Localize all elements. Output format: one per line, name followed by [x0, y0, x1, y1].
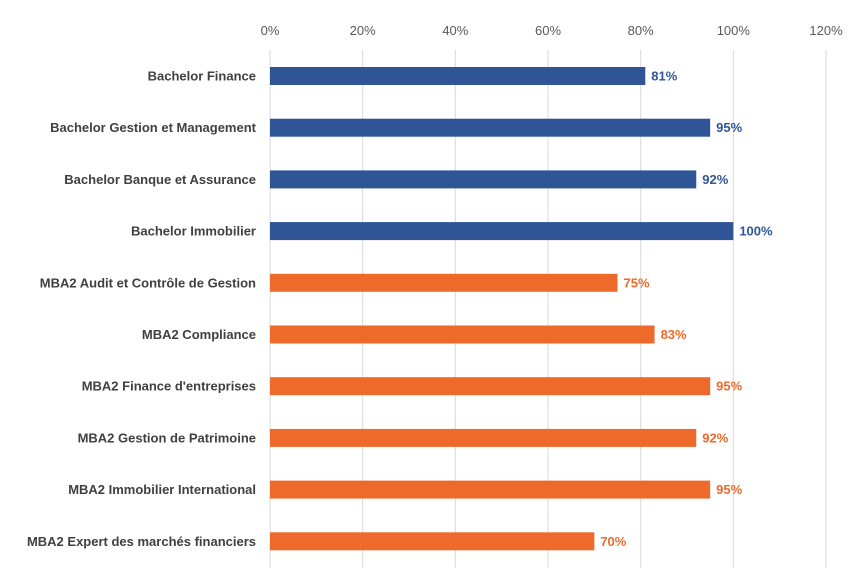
data-label: 92%: [702, 172, 728, 187]
bar: [270, 480, 711, 499]
bar: [270, 377, 711, 396]
data-label: 83%: [661, 327, 687, 342]
x-tick-label: 40%: [442, 23, 468, 38]
category-label: Bachelor Gestion et Management: [50, 120, 257, 135]
x-tick-label: 20%: [350, 23, 376, 38]
data-label: 70%: [600, 534, 626, 549]
bar: [270, 428, 697, 447]
bar: [270, 325, 655, 344]
bar: [270, 532, 595, 551]
data-label: 81%: [651, 69, 677, 84]
data-label: 95%: [716, 379, 742, 394]
category-label: Bachelor Finance: [148, 69, 256, 84]
category-label: Bachelor Immobilier: [131, 224, 256, 239]
category-label: Bachelor Banque et Assurance: [64, 172, 256, 187]
category-label: MBA2 Audit et Contrôle de Gestion: [40, 275, 256, 290]
x-tick-label: 100%: [717, 23, 751, 38]
x-tick-label: 120%: [809, 23, 843, 38]
data-label: 95%: [716, 120, 742, 135]
bars: [270, 67, 734, 551]
x-tick-label: 0%: [261, 23, 280, 38]
category-labels: Bachelor Finance Bachelor Gestion et Mana…: [27, 69, 257, 549]
bar: [270, 222, 734, 241]
data-label: 95%: [716, 482, 742, 497]
x-tick-label: 60%: [535, 23, 561, 38]
bar: [270, 67, 646, 85]
category-label: MBA2 Immobilier International: [68, 482, 256, 497]
value-labels: 81% 95% 92% 100% 75% 83% 95% 92% 95% 70%: [600, 69, 773, 549]
category-label: MBA2 Gestion de Patrimoine: [78, 430, 256, 445]
category-label: MBA2 Finance d'entreprises: [82, 379, 256, 394]
category-label: MBA2 Compliance: [142, 327, 256, 342]
bar: [270, 118, 711, 137]
data-label: 75%: [624, 275, 650, 290]
bar: [270, 170, 697, 189]
category-label: MBA2 Expert des marchés financiers: [27, 534, 256, 549]
x-axis-ticks: 0% 20% 40% 60% 80% 100% 120%: [261, 23, 843, 38]
x-tick-label: 80%: [628, 23, 654, 38]
bar: [270, 273, 618, 292]
data-label: 100%: [739, 224, 773, 239]
data-label: 92%: [702, 430, 728, 445]
